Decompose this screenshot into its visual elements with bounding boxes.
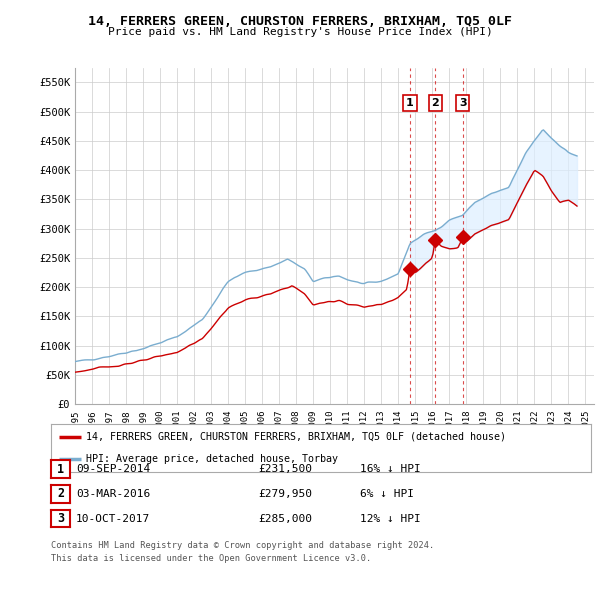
Text: £285,000: £285,000 <box>258 514 312 523</box>
Text: Contains HM Land Registry data © Crown copyright and database right 2024.: Contains HM Land Registry data © Crown c… <box>51 541 434 550</box>
Text: 1: 1 <box>406 98 414 108</box>
Text: This data is licensed under the Open Government Licence v3.0.: This data is licensed under the Open Gov… <box>51 554 371 563</box>
Text: £231,500: £231,500 <box>258 464 312 474</box>
Text: 3: 3 <box>57 512 64 525</box>
Text: 09-SEP-2014: 09-SEP-2014 <box>76 464 151 474</box>
Text: 2: 2 <box>57 487 64 500</box>
Text: 2: 2 <box>431 98 439 108</box>
Text: Price paid vs. HM Land Registry's House Price Index (HPI): Price paid vs. HM Land Registry's House … <box>107 27 493 37</box>
Text: 16% ↓ HPI: 16% ↓ HPI <box>360 464 421 474</box>
Text: 10-OCT-2017: 10-OCT-2017 <box>76 514 151 523</box>
Text: 14, FERRERS GREEN, CHURSTON FERRERS, BRIXHAM, TQ5 0LF (detached house): 14, FERRERS GREEN, CHURSTON FERRERS, BRI… <box>86 432 506 442</box>
Text: 14, FERRERS GREEN, CHURSTON FERRERS, BRIXHAM, TQ5 0LF: 14, FERRERS GREEN, CHURSTON FERRERS, BRI… <box>88 15 512 28</box>
Text: £279,950: £279,950 <box>258 489 312 499</box>
Text: 03-MAR-2016: 03-MAR-2016 <box>76 489 151 499</box>
Text: 6% ↓ HPI: 6% ↓ HPI <box>360 489 414 499</box>
Text: 1: 1 <box>57 463 64 476</box>
Text: 12% ↓ HPI: 12% ↓ HPI <box>360 514 421 523</box>
Text: 3: 3 <box>459 98 466 108</box>
Text: HPI: Average price, detached house, Torbay: HPI: Average price, detached house, Torb… <box>86 454 338 464</box>
